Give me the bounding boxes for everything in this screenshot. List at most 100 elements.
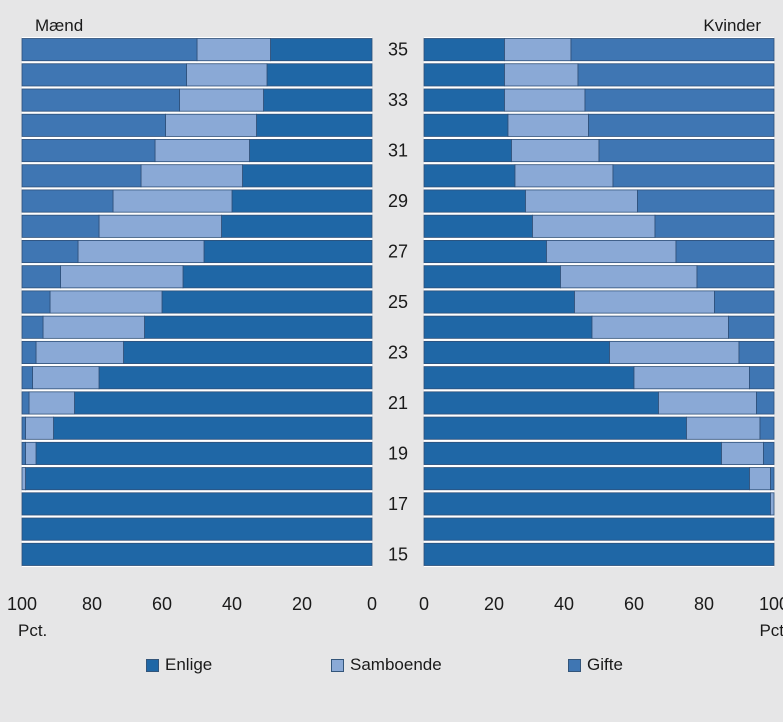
women-bar-gifte-32 [588,113,775,137]
men-bar-samboende-32 [165,113,257,137]
women-bar-enlige-35 [423,38,505,62]
men-bar-samboende-24 [42,315,145,339]
legend-label-gifte: Gifte [587,655,623,674]
men-bar-enlige-21 [74,391,373,415]
men-xtick-20: 20 [292,594,312,614]
men-bar-samboende-28 [98,214,222,238]
legend-swatch-samboende [331,658,344,672]
legend-label-enlige: Enlige [165,655,213,674]
men-bar-samboende-27 [77,240,205,264]
men-bar-enlige-16 [21,517,373,541]
women-bar-samboende-19 [721,441,764,465]
men-bar-enlige-27 [203,240,373,264]
women-bar-gifte-25 [714,290,775,314]
women-bar-samboende-23 [609,340,740,364]
men-bar-enlige-35 [270,38,373,62]
age-label-31: 31 [388,141,408,161]
women-bar-gifte-30 [612,164,775,188]
women-bar-samboende-21 [658,391,757,415]
men-bar-gifte-24 [21,315,44,339]
men-bar-enlige-32 [256,113,373,137]
men-bar-gifte-31 [21,139,156,163]
women-bar-enlige-20 [423,416,687,440]
women-bar-enlige-26 [423,265,561,289]
men-xtick-0: 0 [367,594,377,614]
women-bar-gifte-19 [763,441,775,465]
women-bar-gifte-28 [654,214,775,238]
women-bar-enlige-28 [423,214,533,238]
legend-item-samboende: Samboende [331,655,442,675]
men-bar-gifte-25 [21,290,51,314]
men-xtick-100: 100 [7,594,37,614]
age-label-19: 19 [388,443,408,463]
men-xtick-80: 80 [82,594,102,614]
age-label-21: 21 [388,393,408,413]
women-xtick-0: 0 [419,594,429,614]
women-bar-samboende-17 [770,492,775,516]
women-bar-enlige-31 [423,139,512,163]
age-label-17: 17 [388,494,408,514]
women-bar-samboende-25 [574,290,715,314]
men-title: Mænd [35,16,83,35]
men-bar-samboende-29 [112,189,233,213]
men-bar-samboende-18 [21,467,26,491]
men-bar-samboende-33 [179,88,264,112]
men-bar-samboende-21 [28,391,75,415]
women-bar-enlige-21 [423,391,659,415]
men-bar-enlige-30 [242,164,373,188]
age-label-35: 35 [388,40,408,60]
legend-item-gifte: Gifte [568,655,623,675]
age-label-15: 15 [388,544,408,564]
men-bar-enlige-33 [263,88,373,112]
men-bar-gifte-32 [21,113,166,137]
women-bar-enlige-16 [423,517,775,541]
women-bar-gifte-23 [738,340,775,364]
men-bar-gifte-29 [21,189,114,213]
women-bar-samboende-24 [591,315,729,339]
women-bar-gifte-35 [570,38,775,62]
women-bar-samboende-29 [525,189,638,213]
women-bar-samboende-22 [633,366,750,390]
age-label-25: 25 [388,292,408,312]
men-bar-samboende-31 [154,139,250,163]
men-bar-gifte-30 [21,164,142,188]
women-xtick-20: 20 [484,594,504,614]
women-bar-samboende-27 [546,240,677,264]
women-bar-enlige-29 [423,189,526,213]
men-bar-gifte-22 [21,366,33,390]
men-bar-samboende-34 [186,63,268,87]
men-bar-enlige-18 [25,467,373,491]
women-bar-gifte-26 [696,265,775,289]
women-bar-samboende-31 [511,139,600,163]
legend-swatch-gifte [568,658,581,672]
women-bar-samboende-33 [504,88,586,112]
women-xtick-40: 40 [554,594,574,614]
men-bar-samboende-23 [35,340,124,364]
women-bar-enlige-15 [423,542,775,566]
men-bar-enlige-17 [21,492,373,516]
women-bar-gifte-20 [759,416,775,440]
women-xlabel: Pct [759,621,783,640]
women-bar-enlige-22 [423,366,635,390]
men-bar-gifte-33 [21,88,180,112]
age-label-29: 29 [388,191,408,211]
women-bar-enlige-33 [423,88,505,112]
men-bar-samboende-35 [196,38,271,62]
men-bar-enlige-20 [53,416,373,440]
women-bar-gifte-34 [577,63,775,87]
age-label-33: 33 [388,90,408,110]
women-xtick-80: 80 [694,594,714,614]
women-bar-gifte-33 [584,88,775,112]
men-xtick-40: 40 [222,594,242,614]
men-bar-enlige-15 [21,542,373,566]
women-bar-samboende-18 [749,467,771,491]
women-bar-samboende-34 [504,63,579,87]
men-bar-samboende-19 [25,441,37,465]
women-bar-enlige-18 [423,467,750,491]
women-bar-enlige-24 [423,315,593,339]
men-xtick-60: 60 [152,594,172,614]
men-bar-gifte-35 [21,38,198,62]
women-bar-samboende-28 [532,214,656,238]
men-bar-enlige-28 [221,214,373,238]
